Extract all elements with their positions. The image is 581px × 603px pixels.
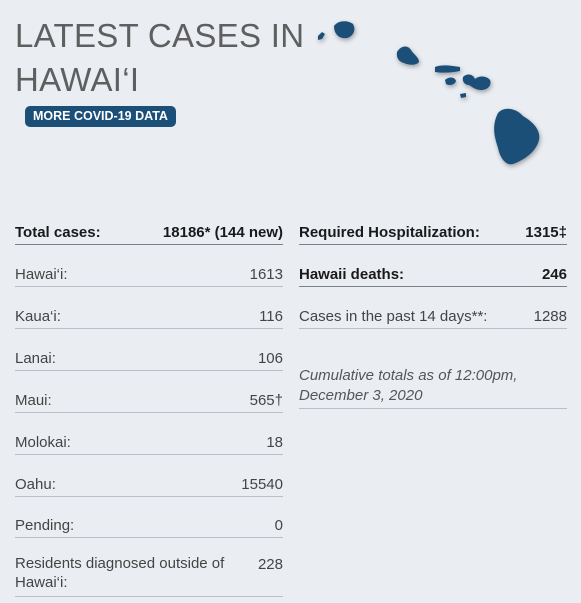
stat-value: 116 (259, 308, 283, 325)
stat-value: 1315‡ (525, 224, 567, 241)
stat-label: Residents diagnosed outside of Hawai‘i: (15, 555, 225, 591)
oahu-island-shape (396, 46, 419, 65)
stat-row-hospitalization: Required Hospitalization: 1315‡ (299, 222, 567, 245)
molokai-island-shape (435, 65, 460, 73)
title-line-1: LATEST CASES IN (15, 17, 305, 54)
cumulative-totals-note: Cumulative totals as of 12:00pm, Decembe… (299, 366, 567, 409)
stat-value: 15540 (241, 476, 283, 493)
stat-value: 18186* (144 new) (162, 224, 283, 241)
stat-row-molokai: Molokai: 18 (15, 431, 283, 455)
hawaii-islands-map-icon (318, 21, 540, 165)
niihau-island-shape (318, 32, 325, 40)
stat-label: Oahu: (15, 476, 56, 493)
stat-row-oahu: Oahu: 15540 (15, 473, 283, 497)
lanai-island-shape (445, 77, 456, 85)
stat-row-total-cases: Total cases: 18186* (144 new) (15, 222, 283, 245)
kahoolawe-island-shape (460, 93, 466, 98)
stat-label: Maui: (15, 392, 52, 409)
stat-label: Required Hospitalization: (299, 224, 480, 241)
stat-label: Hawai‘i: (15, 266, 68, 283)
stat-row-deaths: Hawaii deaths: 246 (299, 263, 567, 287)
stat-value: 1288 (533, 308, 567, 325)
stat-row-hawaii: Hawai‘i: 1613 (15, 263, 283, 287)
stat-value: 228 (257, 556, 283, 573)
stat-row-residents-outside: Residents diagnosed outside of Hawai‘i: … (15, 554, 283, 597)
stat-value: 0 (274, 517, 283, 534)
stat-label: Kaua‘i: (15, 308, 61, 325)
title-line-2: HAWAI‘I (15, 61, 140, 98)
stat-label: Total cases: (15, 224, 101, 241)
stat-label: Lanai: (15, 350, 56, 367)
stat-row-maui: Maui: 565† (15, 389, 283, 413)
stat-value: 565† (249, 392, 283, 409)
stat-label: Cases in the past 14 days**: (299, 308, 488, 325)
big-island-shape (494, 108, 540, 165)
maui-island-shape (462, 74, 491, 90)
more-covid-data-button[interactable]: MORE COVID-19 DATA (25, 106, 176, 127)
stat-row-past-14-days: Cases in the past 14 days**: 1288 (299, 305, 567, 329)
stat-value: 106 (257, 350, 283, 367)
stat-value: 18 (266, 434, 283, 451)
stat-row-pending: Pending: 0 (15, 514, 283, 538)
stat-label: Hawaii deaths: (299, 266, 405, 283)
stat-row-kauai: Kaua‘i: 116 (15, 305, 283, 329)
stat-row-lanai: Lanai: 106 (15, 347, 283, 371)
stat-value: 1613 (249, 266, 283, 283)
page-title: LATEST CASES IN HAWAI‘I (15, 14, 304, 102)
kauai-island-shape (334, 21, 355, 39)
stat-label: Molokai: (15, 434, 71, 451)
stat-value: 246 (541, 266, 567, 283)
stat-label: Pending: (15, 517, 75, 534)
